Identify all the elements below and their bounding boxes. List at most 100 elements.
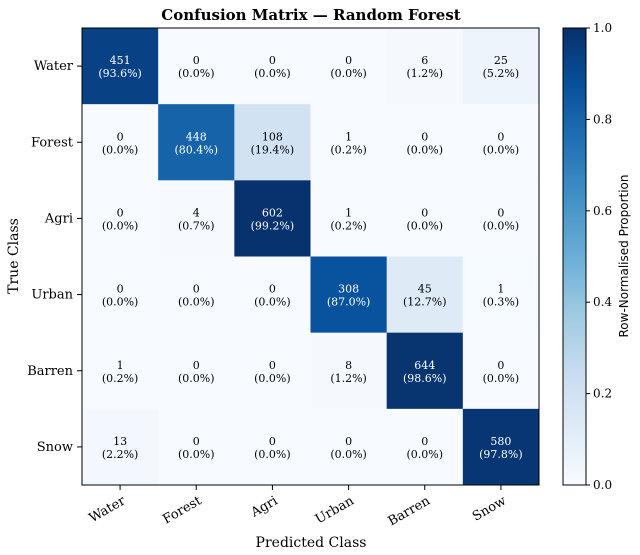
cell-percent-label: (0.0%) [406, 143, 443, 156]
cell-percent-label: (12.7%) [403, 296, 447, 309]
colorbar-ticks: 0.0 0.2 0.4 0.6 0.8 1.0 [586, 21, 612, 492]
cell-percent-label: (0.0%) [330, 448, 367, 461]
cell-percent-label: (0.0%) [178, 372, 215, 385]
cell-percent-label: (0.0%) [102, 143, 139, 156]
cell-percent-label: (0.2%) [330, 219, 367, 232]
heatmap-cell [82, 408, 159, 486]
heatmap-cell [462, 180, 540, 257]
cell-count-label: 0 [345, 54, 352, 67]
cell-count-label: 602 [262, 206, 283, 219]
cell-percent-label: (0.0%) [178, 67, 215, 80]
colorbar-tick-label: 0.0 [593, 478, 612, 492]
cell-count-label: 0 [193, 54, 200, 67]
heatmap-cell [310, 28, 388, 105]
y-tick-label: Barren [27, 364, 73, 379]
cell-percent-label: (19.4%) [251, 143, 295, 156]
x-tick-label: Urban [313, 493, 357, 527]
cell-percent-label: (0.0%) [102, 219, 139, 232]
cell-count-label: 0 [497, 359, 504, 372]
cell-count-label: 45 [418, 283, 432, 296]
heatmap-cell [386, 332, 464, 410]
cell-count-label: 108 [262, 130, 283, 143]
y-axis-label: True Class [6, 218, 22, 294]
x-tick-label: Agri [248, 493, 281, 521]
cell-count-label: 0 [193, 359, 200, 372]
heatmap-cell [82, 180, 159, 257]
cell-percent-label: (0.0%) [406, 219, 443, 232]
cell-count-label: 1 [117, 359, 124, 372]
heatmap-cell [310, 104, 388, 181]
heatmap-cell [158, 180, 235, 257]
cell-count-label: 8 [345, 359, 352, 372]
cell-count-label: 0 [269, 359, 276, 372]
cell-percent-label: (97.8%) [479, 448, 523, 461]
heatmap-cell [234, 256, 311, 334]
heatmap-cell [234, 104, 311, 181]
cell-percent-label: (98.6%) [403, 372, 447, 385]
colorbar-tick-label: 1.0 [593, 21, 612, 35]
cell-count-label: 0 [269, 435, 276, 448]
cell-count-label: 451 [110, 54, 131, 67]
cell-count-label: 0 [117, 206, 124, 219]
heatmap-cell [462, 256, 540, 334]
cell-count-label: 580 [490, 435, 511, 448]
cell-count-label: 4 [193, 206, 200, 219]
cell-percent-label: (0.0%) [178, 296, 215, 309]
colorbar-tick-label: 0.6 [593, 204, 612, 218]
heatmap-cell [82, 256, 159, 334]
heatmap-cell [310, 180, 388, 257]
cell-count-label: 1 [497, 283, 504, 296]
cell-percent-label: (1.2%) [330, 372, 367, 385]
cell-percent-label: (0.2%) [102, 372, 139, 385]
y-tick-label: Water [34, 59, 74, 74]
x-tick-label: Barren [386, 493, 434, 529]
colorbar-tick-label: 0.4 [593, 295, 612, 309]
heatmap-cell [234, 408, 311, 486]
heatmap-cell [234, 28, 311, 105]
cell-percent-label: (5.2%) [483, 67, 520, 80]
cell-percent-label: (99.2%) [251, 219, 295, 232]
cell-percent-label: (93.6%) [98, 67, 142, 80]
heatmap-cell [462, 104, 540, 181]
cell-percent-label: (1.2%) [406, 67, 443, 80]
heatmap-cell [462, 28, 540, 105]
heatmap-cell [158, 408, 235, 486]
plot-frame [81, 27, 540, 486]
cell-count-label: 1 [345, 206, 352, 219]
cell-count-label: 13 [113, 435, 127, 448]
cell-percent-label: (0.0%) [254, 372, 291, 385]
heatmap-cell [82, 332, 159, 410]
colorbar-label: Row-Normalised Proportion [617, 174, 631, 337]
heatmap-cell [234, 180, 311, 257]
cell-count-label: 0 [497, 130, 504, 143]
cell-count-label: 0 [421, 435, 428, 448]
heatmap-cell [386, 180, 464, 257]
cell-percent-label: (0.0%) [483, 143, 520, 156]
heatmap-cell [462, 332, 540, 410]
y-tick-label: Urban [31, 288, 73, 303]
x-tick-label: Forest [160, 493, 204, 527]
cell-count-label: 0 [269, 283, 276, 296]
cell-count-label: 0 [193, 435, 200, 448]
cell-count-label: 0 [421, 130, 428, 143]
heatmap-cell [158, 28, 235, 105]
cell-percent-label: (0.0%) [102, 296, 139, 309]
heatmap-cell [310, 408, 388, 486]
cell-percent-label: (0.2%) [330, 143, 367, 156]
cell-percent-label: (87.0%) [327, 296, 371, 309]
x-tick-label: Water [87, 493, 129, 526]
cell-percent-label: (0.0%) [483, 219, 520, 232]
cell-percent-label: (80.4%) [174, 143, 218, 156]
heatmap-cell [310, 256, 388, 334]
y-tick-label: Forest [31, 135, 74, 150]
cell-count-label: 0 [193, 283, 200, 296]
heatmap-cell [234, 332, 311, 410]
y-tick-label: Agri [44, 211, 73, 226]
cell-count-label: 1 [345, 130, 352, 143]
heatmap-cell [386, 28, 464, 105]
colorbar-tick-label: 0.8 [593, 112, 612, 126]
y-axis-ticks: Water Forest Agri Urban Barren Snow [27, 59, 82, 455]
cell-percent-label: (0.0%) [330, 67, 367, 80]
y-tick-label: Snow [37, 440, 73, 455]
cell-percent-label: (0.0%) [406, 448, 443, 461]
